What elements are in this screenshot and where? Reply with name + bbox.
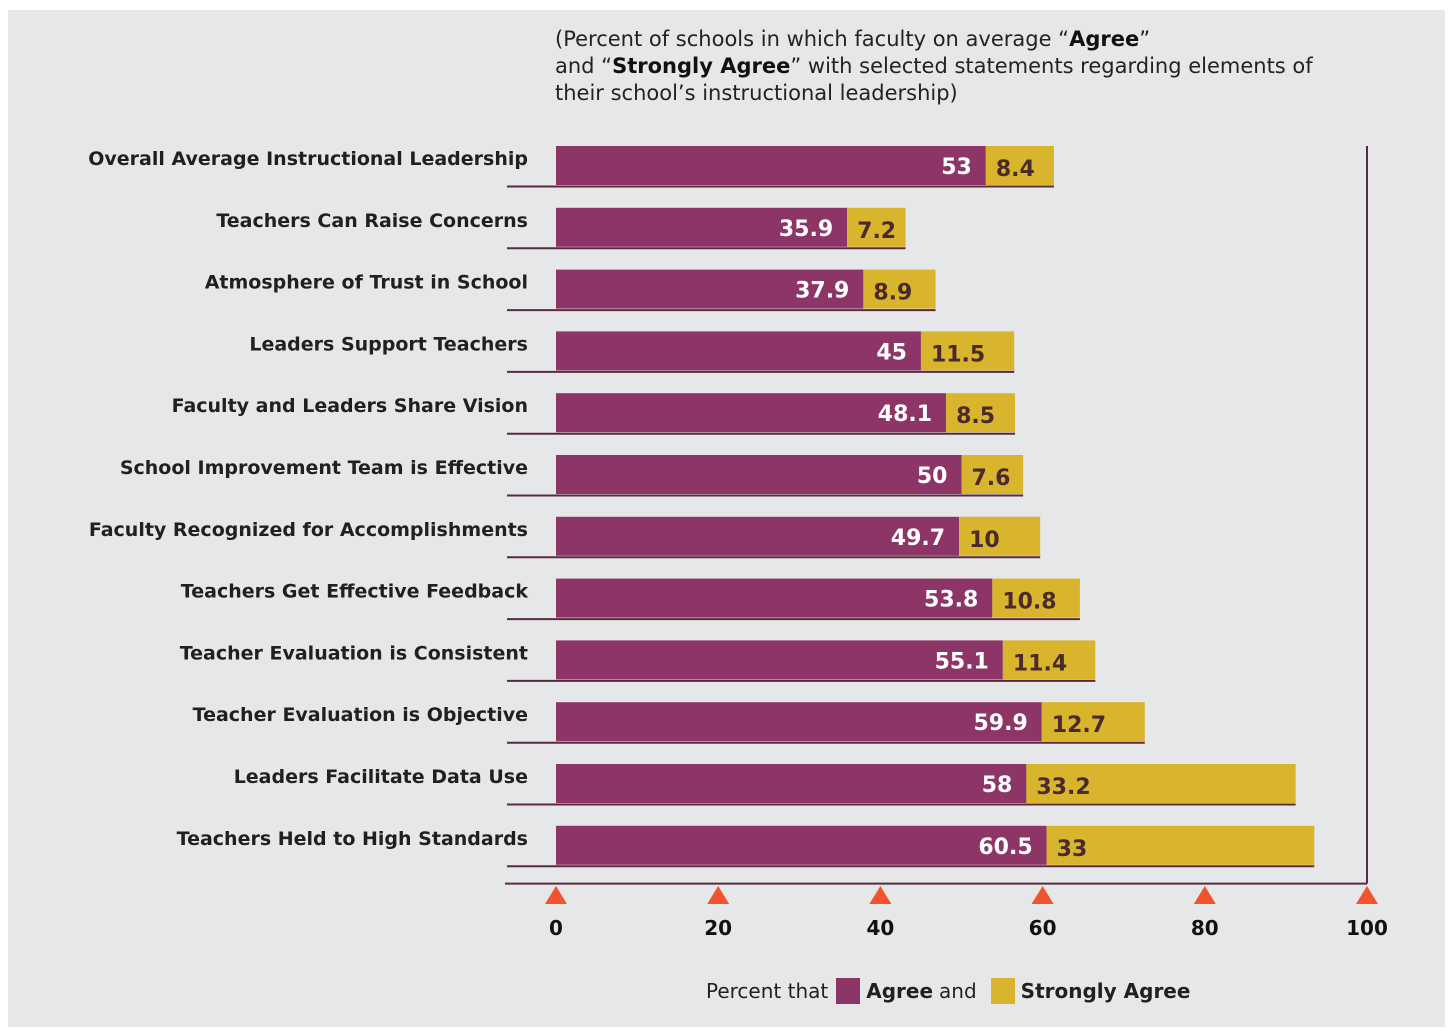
legend-label-agree: Agree bbox=[866, 979, 934, 1003]
tick-marker-icon bbox=[1193, 886, 1216, 904]
category-label: Atmosphere of Trust in School bbox=[205, 272, 528, 294]
data-label-strongly-agree: 10 bbox=[969, 528, 1000, 553]
x-tick-label: 60 bbox=[1029, 916, 1057, 940]
bar-agree bbox=[556, 640, 1003, 680]
subtitle-text: their school’s instructional leadership) bbox=[555, 81, 958, 105]
bar-strongly-agree bbox=[863, 269, 936, 309]
data-label-agree: 35.9 bbox=[779, 217, 833, 242]
category-label: Teacher Evaluation is Objective bbox=[193, 704, 528, 726]
bar-strongly-agree bbox=[920, 331, 1015, 371]
subtitle-strongly-agree: Strongly Agree bbox=[612, 54, 791, 78]
category-label: Faculty and Leaders Share Vision bbox=[172, 395, 528, 417]
data-label-agree: 49.7 bbox=[891, 526, 945, 551]
data-label-strongly-agree: 7.6 bbox=[972, 466, 1011, 491]
subtitle-text: ” bbox=[1139, 27, 1151, 51]
bar-agree bbox=[556, 331, 921, 371]
bar-strongly-agree bbox=[1002, 640, 1096, 680]
tick-marker-icon bbox=[707, 886, 730, 904]
x-tick-label: 0 bbox=[549, 916, 563, 940]
data-label-agree: 53 bbox=[941, 155, 972, 180]
data-label-agree: 45 bbox=[876, 340, 907, 365]
subtitle-agree: Agree bbox=[1069, 27, 1140, 51]
subtitle-text: (Percent of schools in which faculty on … bbox=[555, 27, 1070, 51]
x-tick-label: 100 bbox=[1346, 916, 1388, 940]
bar-strongly-agree bbox=[961, 455, 1024, 494]
data-label-strongly-agree: 10.8 bbox=[1002, 590, 1056, 615]
data-label-agree: 60.5 bbox=[978, 835, 1032, 860]
subtitle-text: ” with selected statements regarding ele… bbox=[790, 54, 1313, 78]
legend-prefix: Percent that bbox=[706, 979, 829, 1003]
bar-strongly-agree bbox=[946, 393, 1016, 433]
data-label-agree: 53.8 bbox=[924, 588, 978, 613]
legend-swatch-agree bbox=[836, 978, 861, 1004]
bar-strongly-agree bbox=[1026, 764, 1296, 803]
bar-agree bbox=[556, 146, 986, 185]
data-label-strongly-agree: 8.5 bbox=[956, 404, 995, 429]
bar-strongly-agree bbox=[1041, 702, 1145, 742]
bar-strongly-agree bbox=[1046, 825, 1315, 865]
data-label-strongly-agree: 33 bbox=[1057, 837, 1088, 862]
category-label: Overall Average Instructional Leadership bbox=[88, 148, 528, 170]
bar-strongly-agree bbox=[847, 207, 906, 247]
bar-agree bbox=[556, 455, 962, 494]
data-label-strongly-agree: 7.2 bbox=[857, 219, 896, 244]
subtitle-text: and “ bbox=[555, 54, 613, 78]
data-label-strongly-agree: 8.9 bbox=[873, 281, 912, 306]
category-label: School Improvement Team is Effective bbox=[120, 457, 528, 479]
data-label-strongly-agree: 11.4 bbox=[1013, 651, 1067, 676]
category-label: Leaders Support Teachers bbox=[249, 333, 528, 355]
data-label-agree: 58 bbox=[982, 773, 1013, 798]
data-label-agree: 55.1 bbox=[935, 649, 989, 674]
chart-subtitle: (Percent of schools in which faculty on … bbox=[555, 26, 1415, 107]
data-label-agree: 48.1 bbox=[878, 402, 932, 427]
data-label-strongly-agree: 8.4 bbox=[996, 157, 1035, 182]
data-label-agree: 37.9 bbox=[795, 279, 849, 304]
legend-label-strongly-agree: Strongly Agree bbox=[1020, 979, 1191, 1003]
category-label: Faculty Recognized for Accomplishments bbox=[89, 519, 528, 541]
legend-connector: and bbox=[939, 979, 977, 1003]
legend-swatch-strongly-agree bbox=[990, 978, 1015, 1004]
bar-agree bbox=[556, 269, 864, 309]
data-label-agree: 50 bbox=[917, 464, 948, 489]
x-tick-label: 20 bbox=[704, 916, 732, 940]
data-label-strongly-agree: 11.5 bbox=[931, 342, 985, 367]
category-label: Teacher Evaluation is Consistent bbox=[180, 642, 528, 664]
bar-agree bbox=[556, 393, 947, 433]
bar-agree bbox=[556, 764, 1027, 803]
bar-strongly-agree bbox=[959, 516, 1041, 556]
category-label: Teachers Get Effective Feedback bbox=[181, 581, 529, 603]
bar-agree bbox=[556, 578, 993, 618]
tick-marker-icon bbox=[545, 886, 567, 904]
bar-strongly-agree bbox=[985, 146, 1054, 185]
data-label-agree: 59.9 bbox=[974, 711, 1028, 736]
data-label-strongly-agree: 33.2 bbox=[1036, 775, 1090, 800]
category-label: Teachers Held to High Standards bbox=[177, 828, 528, 850]
x-tick-label: 40 bbox=[866, 916, 894, 940]
bar-agree bbox=[556, 516, 960, 556]
tick-marker-icon bbox=[869, 886, 892, 904]
legend: Percent that Agree and Strongly Agree bbox=[706, 976, 1190, 1006]
data-label-strongly-agree: 12.7 bbox=[1052, 713, 1106, 738]
x-tick-label: 80 bbox=[1191, 916, 1219, 940]
bar-agree bbox=[556, 702, 1042, 742]
tick-marker-icon bbox=[1356, 886, 1378, 904]
category-label: Teachers Can Raise Concerns bbox=[216, 210, 528, 232]
bar-strongly-agree bbox=[992, 578, 1080, 618]
category-label: Leaders Facilitate Data Use bbox=[234, 766, 528, 788]
tick-marker-icon bbox=[1031, 886, 1054, 904]
bar-agree bbox=[556, 207, 848, 247]
bar-agree bbox=[556, 825, 1047, 865]
